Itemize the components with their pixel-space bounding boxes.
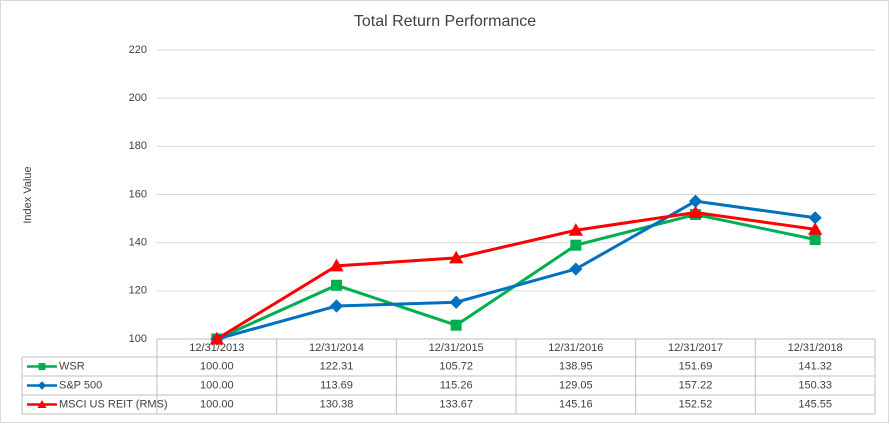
x-tick-label: 12/31/2015 — [429, 342, 484, 354]
x-tick-label: 12/31/2017 — [668, 342, 723, 354]
table-cell: 113.69 — [320, 379, 353, 391]
legend-label: WSR — [59, 360, 85, 372]
table-cell: 130.38 — [320, 398, 354, 410]
table-cell: 105.72 — [439, 360, 473, 372]
x-tick-label: 12/31/2018 — [788, 342, 843, 354]
y-axis-label: Index Value — [22, 166, 34, 223]
table-cell: 115.26 — [440, 379, 473, 391]
marker — [37, 399, 47, 408]
marker — [209, 331, 224, 345]
table-cell: 129.05 — [559, 379, 593, 391]
table-cell: 150.33 — [798, 379, 832, 391]
marker — [808, 222, 823, 235]
table-cell: 141.32 — [798, 360, 832, 372]
marker — [570, 239, 582, 251]
chart-title: Total Return Performance — [354, 13, 536, 30]
x-tick-label: 12/31/2013 — [189, 342, 244, 354]
marker — [331, 279, 342, 291]
y-tick-label: 200 — [129, 92, 147, 104]
table-cell: 138.95 — [559, 360, 593, 372]
marker — [808, 211, 822, 225]
x-tick-label: 12/31/2016 — [548, 342, 603, 354]
y-tick-label: 180 — [129, 140, 147, 152]
table-cell: 100.00 — [200, 379, 234, 391]
marker — [568, 223, 583, 236]
y-tick-label: 160 — [129, 188, 147, 200]
legend-label: S&P 500 — [59, 379, 102, 391]
y-tick-label: 220 — [129, 44, 147, 56]
y-tick-label: 140 — [129, 237, 147, 249]
y-tick-label: 120 — [129, 285, 147, 297]
series-line — [216, 199, 816, 341]
marker — [450, 319, 462, 331]
x-tick-label: 12/31/2014 — [309, 342, 364, 354]
table-cell: 151.69 — [679, 360, 713, 372]
table-cell: 152.52 — [679, 398, 713, 410]
table-cell: 145.16 — [559, 398, 593, 410]
marker — [809, 233, 821, 245]
marker — [569, 262, 583, 276]
y-tick-label: 100 — [129, 333, 147, 345]
marker — [688, 194, 703, 208]
table-cell: 133.67 — [439, 398, 473, 410]
table-cell: 157.22 — [679, 379, 713, 391]
marker — [449, 295, 463, 309]
table-cell: 100.00 — [200, 360, 234, 372]
table-cell: 122.31 — [320, 360, 354, 372]
legend-label: MSCI US REIT (RMS) — [59, 398, 168, 410]
marker — [329, 258, 344, 272]
marker — [688, 205, 703, 219]
table-cell: 145.55 — [798, 398, 832, 410]
series-line — [216, 210, 816, 341]
marker — [329, 299, 344, 313]
marker — [37, 381, 47, 390]
table-cell: 100.00 — [200, 398, 234, 410]
marker — [449, 250, 464, 264]
marker — [38, 363, 46, 370]
